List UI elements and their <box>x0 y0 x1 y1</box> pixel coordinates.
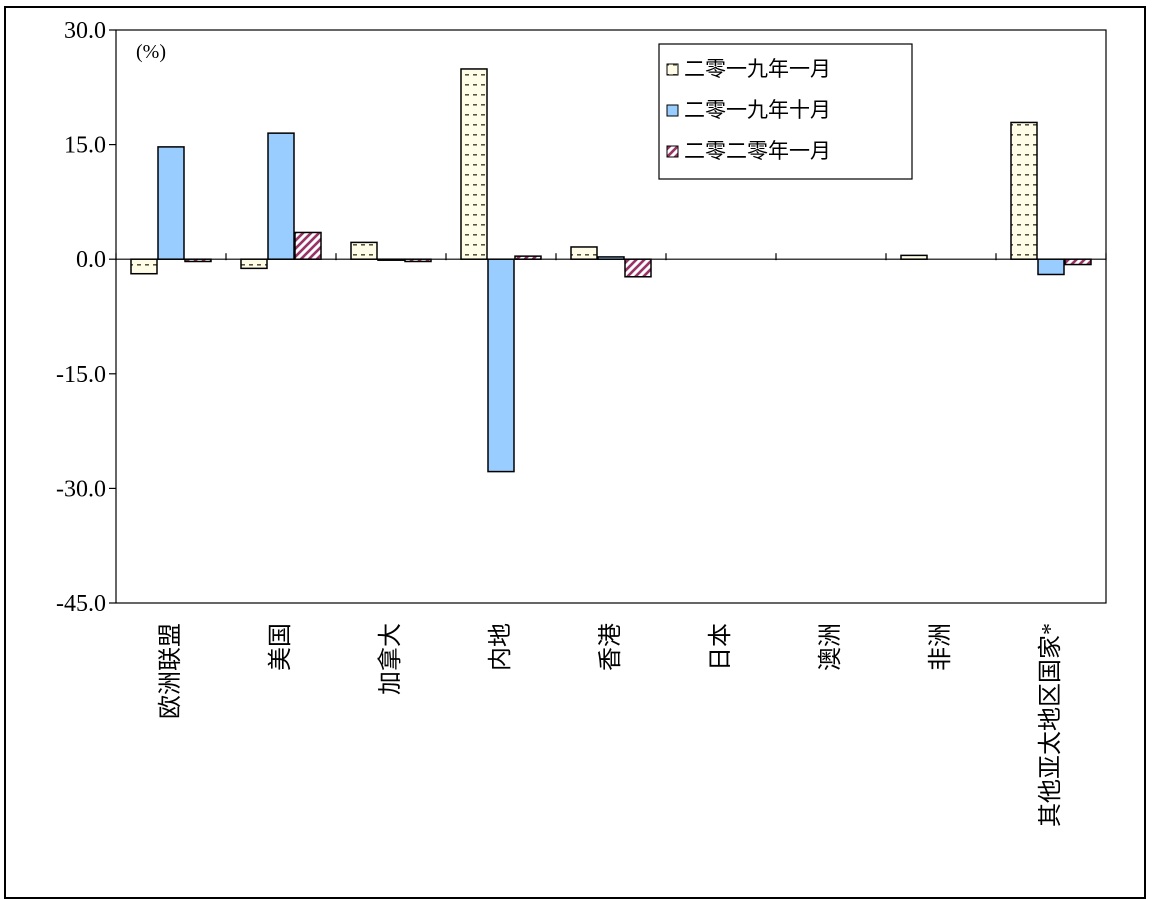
y-tick-label: -45.0 <box>56 591 106 617</box>
y-tick-label: -30.0 <box>56 476 106 502</box>
legend-swatch-series-3 <box>666 145 679 158</box>
bar-series-1 <box>900 254 928 260</box>
legend-box <box>658 43 913 180</box>
bar-series-3 <box>294 231 322 260</box>
bar-series-3 <box>514 255 542 260</box>
x-category-label: 日本 <box>707 623 734 671</box>
bar-series-1 <box>570 246 598 260</box>
bar-series-1 <box>130 258 158 275</box>
x-category-label: 加拿大 <box>377 623 404 695</box>
x-category-label: 澳洲 <box>817 623 844 671</box>
x-axis: 欧洲联盟 美国 加拿大 内地 香港 日本 澳洲 非洲 其他亚太地区国家* <box>115 253 1107 827</box>
unit-label: (%) <box>136 41 166 63</box>
x-category-label: 香港 <box>597 623 624 671</box>
bar-series-3 <box>184 258 212 263</box>
y-axis: 30.0 15.0 0.0 -15.0 -30.0 -45.0 <box>56 18 116 617</box>
bar-series-3 <box>404 258 432 263</box>
legend: 二零一九年一月 二零一九年十月 二零二零年一月 <box>658 43 913 180</box>
bar-series-3 <box>1064 258 1092 266</box>
legend-label-series-2: 二零一九年十月 <box>684 98 831 122</box>
plot-border <box>115 29 1107 604</box>
x-category-label: 非洲 <box>927 623 954 671</box>
plot-area <box>115 29 1107 604</box>
bar-series-3 <box>624 258 652 278</box>
bar-series-2 <box>1037 258 1065 276</box>
y-tick-label: 15.0 <box>64 133 106 159</box>
bar-series-2 <box>157 146 185 260</box>
x-category-label: 内地 <box>487 623 514 671</box>
y-tick-label: 0.0 <box>76 247 106 273</box>
bars <box>130 68 1092 473</box>
bar-series-2 <box>597 256 625 260</box>
bar-series-1 <box>1010 121 1038 260</box>
bar-series-2 <box>267 132 295 260</box>
x-category-label: 其他亚太地区国家* <box>1037 623 1064 827</box>
legend-swatch-series-2 <box>666 104 679 117</box>
bar-series-2 <box>377 258 405 261</box>
bar-series-1 <box>240 258 268 270</box>
legend-label-series-1: 二零一九年一月 <box>684 57 831 81</box>
bar-series-1 <box>350 241 378 260</box>
x-category-label: 欧洲联盟 <box>157 623 184 719</box>
x-category-label: 美国 <box>267 623 294 671</box>
y-tick-label: 30.0 <box>64 18 106 44</box>
legend-label-series-3: 二零二零年一月 <box>684 139 831 163</box>
legend-swatch-series-1 <box>666 63 679 76</box>
bar-series-1 <box>460 68 488 260</box>
y-tick-label: -15.0 <box>56 362 106 388</box>
bar-series-2 <box>487 258 515 473</box>
